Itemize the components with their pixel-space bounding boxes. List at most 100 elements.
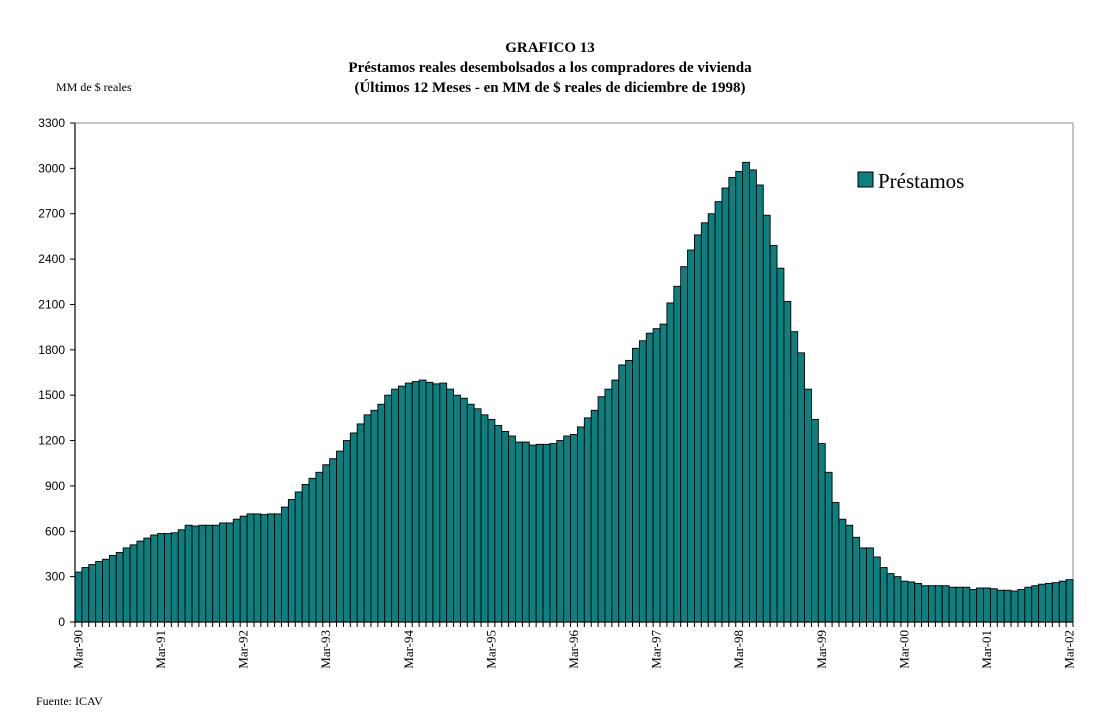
y-tick-label: 600 (45, 524, 65, 538)
bar (88, 564, 97, 623)
bars-group (74, 161, 1074, 623)
bar (198, 524, 207, 623)
bar (549, 443, 558, 623)
bar (962, 586, 971, 623)
y-tick-label: 300 (45, 570, 65, 584)
bar (81, 567, 90, 623)
plot-frame (75, 122, 1074, 622)
bar (831, 502, 840, 623)
bar (74, 571, 83, 623)
bar (638, 340, 647, 623)
bar (143, 537, 152, 623)
bar (225, 522, 234, 623)
bar (941, 585, 950, 623)
bar (535, 443, 544, 623)
bar (948, 586, 957, 623)
y-tick-label: 3000 (38, 161, 65, 175)
bar (852, 536, 861, 623)
bar (521, 441, 530, 623)
bar (170, 532, 179, 623)
bar (611, 379, 620, 623)
bar (191, 525, 200, 623)
bar (790, 331, 799, 623)
bar (219, 522, 227, 623)
bar (673, 285, 682, 623)
bar (122, 547, 131, 623)
bar (453, 394, 461, 623)
bar (246, 513, 255, 623)
bar (680, 266, 689, 623)
bar (1045, 582, 1053, 623)
bar (872, 556, 881, 623)
legend-swatch (857, 171, 874, 188)
bar (996, 589, 1005, 623)
bar (466, 403, 475, 623)
x-tick-label: Mar-00 (896, 630, 911, 669)
bar (398, 385, 406, 623)
bar (666, 302, 675, 623)
bar (301, 483, 310, 623)
bar (177, 529, 186, 623)
y-tick-label: 2700 (38, 207, 65, 221)
y-tick-label: 1200 (38, 434, 65, 448)
bar (329, 458, 337, 623)
bar (287, 499, 296, 623)
bar (274, 513, 282, 623)
bar (590, 409, 599, 623)
bar (1031, 585, 1040, 623)
chart-subtitle-units: (Últimos 12 Meses - en MM de $ reales de… (354, 80, 746, 96)
bar (164, 533, 172, 623)
bar (315, 471, 324, 623)
y-tick-label: 900 (45, 479, 65, 493)
bar (570, 434, 578, 623)
bar (446, 388, 455, 623)
bar (1058, 580, 1067, 623)
x-tick-label: Mar-91 (153, 630, 168, 669)
bar (728, 176, 737, 623)
bar (583, 417, 592, 623)
bar (921, 585, 929, 623)
bar (239, 515, 248, 623)
bar (618, 364, 627, 623)
bar (1065, 579, 1074, 623)
x-axis: Mar-90 Mar-91 Mar-92 Mar-93 Mar-94 Mar-95 Mar-… (70, 621, 1077, 669)
bar (384, 394, 393, 623)
bar (893, 576, 902, 623)
bar (625, 359, 633, 623)
bar (425, 381, 434, 623)
bar (356, 423, 365, 623)
bar (136, 540, 145, 623)
y-axis: 0 300 600 900 1200 1500 1800 2100 2400 2700 3000 33… (38, 116, 76, 629)
bar (645, 332, 654, 623)
bar (969, 589, 978, 623)
bar (494, 424, 503, 623)
bar (1024, 586, 1033, 623)
bar (150, 534, 159, 623)
bar (714, 201, 723, 623)
source-note: Fuente: ICAV (36, 694, 103, 708)
bar (205, 524, 214, 623)
x-tick-label: Mar-98 (731, 630, 746, 669)
bar (866, 547, 874, 623)
bar (370, 409, 379, 623)
bar (336, 450, 344, 623)
bar (439, 382, 448, 623)
bar (260, 514, 269, 623)
y-tick-label: 2100 (38, 297, 65, 311)
bar (232, 518, 241, 623)
bar (983, 587, 991, 623)
bar (267, 513, 276, 623)
bar (459, 397, 468, 623)
x-tick-label: Mar-90 (70, 630, 85, 669)
bar (157, 533, 165, 623)
legend-label: Préstamos (878, 169, 964, 193)
bar (432, 383, 441, 623)
bar (528, 444, 537, 623)
bar (632, 347, 640, 623)
bar (281, 506, 289, 623)
bar (102, 558, 110, 623)
bar (859, 547, 867, 623)
legend: Préstamos (857, 169, 964, 193)
chart-title: GRAFICO 13 (505, 40, 595, 56)
